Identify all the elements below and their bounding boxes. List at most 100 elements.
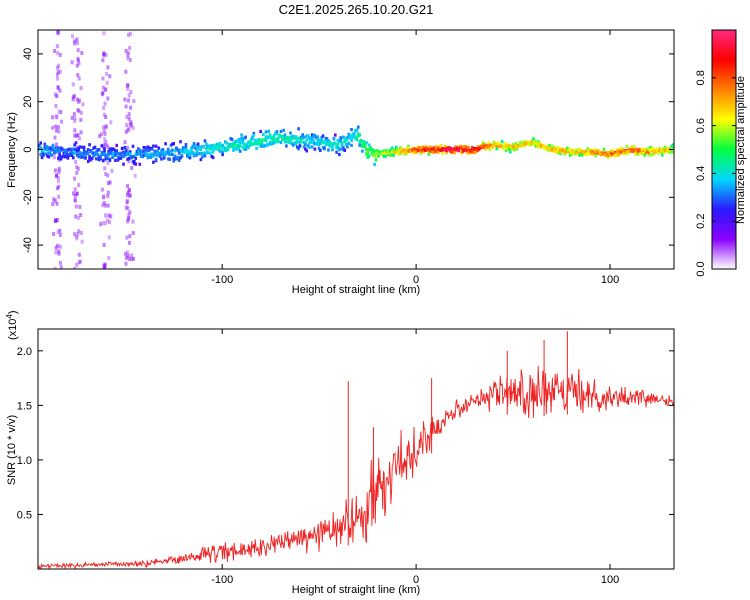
- spectrogram-cell: [219, 148, 223, 153]
- spectrogram-cell: [276, 139, 280, 144]
- spectrogram-cell: [42, 148, 45, 152]
- spectrogram-cell: [172, 142, 176, 146]
- noise-blob: [76, 58, 80, 63]
- spectrogram-cell: [88, 143, 91, 147]
- spectrogram-cell: [287, 136, 291, 141]
- spectrogram-cell: [232, 145, 235, 149]
- noise-blob: [73, 116, 77, 121]
- spectrogram-cell: [414, 147, 417, 151]
- spectrogram-cell: [564, 151, 568, 155]
- noise-blob: [57, 30, 61, 34]
- noise-blob: [131, 126, 135, 131]
- spectrogram-cell: [310, 137, 314, 142]
- spectrogram-cell: [399, 151, 402, 156]
- spectrogram-cell: [469, 150, 473, 155]
- noise-blob: [57, 194, 61, 199]
- spectrogram-cell: [271, 138, 275, 143]
- spectrogram-cell: [481, 141, 485, 145]
- spectrogram-cell: [164, 150, 167, 154]
- noise-blob: [53, 198, 57, 203]
- spectrogram-cell: [245, 142, 249, 146]
- spectrogram-panel: -100 0 100 -40 -20 0 20 40 Height of straight l…: [6, 29, 675, 296]
- spectrogram-cell: [332, 142, 336, 146]
- spectrogram-cell: [442, 147, 446, 151]
- spectrogram-cell: [601, 152, 604, 156]
- spectrogram-cell: [219, 144, 223, 149]
- spectrogram-cell: [150, 154, 154, 158]
- spectrogram-cell: [523, 142, 527, 146]
- spectrogram-cell: [243, 142, 246, 146]
- spectrogram-cell: [179, 156, 182, 160]
- spectrogram-cell: [407, 145, 410, 150]
- noise-blob: [54, 245, 58, 250]
- spectrogram-cell: [177, 151, 181, 155]
- spectrogram-cell: [257, 138, 261, 142]
- spectrogram-cell: [195, 153, 199, 157]
- spectrogram-cell: [533, 140, 537, 144]
- spectrogram-cell: [191, 144, 195, 148]
- spectrogram-cell: [310, 145, 314, 149]
- noise-blob: [104, 87, 108, 92]
- spectrogram-cell: [476, 144, 480, 149]
- spectrogram-cell: [423, 148, 427, 152]
- spectrogram-cell: [416, 145, 420, 149]
- spectrogram-cell: [650, 152, 653, 157]
- spectrogram-cell: [365, 147, 368, 152]
- spectrogram-cell: [340, 143, 344, 147]
- noise-blob: [128, 31, 132, 36]
- spectrogram-cell: [101, 159, 105, 163]
- spectrogram-cell: [419, 149, 423, 153]
- spectrogram-cell: [568, 148, 572, 152]
- spectrogram-cell: [488, 147, 492, 151]
- spectrogram-cell: [149, 146, 152, 150]
- noise-blob: [125, 199, 129, 204]
- spectrogram-cell: [492, 140, 496, 144]
- spectrogram-cell: [109, 151, 113, 155]
- noise-blob: [127, 32, 131, 37]
- noise-blob: [55, 142, 59, 147]
- spectrogram-cell: [369, 146, 372, 150]
- noise-blob: [104, 115, 108, 120]
- spectrogram-cell: [164, 152, 167, 156]
- spectrogram-cell: [119, 156, 123, 160]
- spectrogram-cell: [306, 144, 310, 148]
- spectrogram-cell: [305, 149, 309, 153]
- noise-blob: [125, 255, 129, 260]
- spectrogram-cell: [447, 148, 451, 152]
- spectrogram-cell: [545, 145, 549, 149]
- spectrogram-cell: [515, 147, 519, 151]
- spectrogram-cell: [150, 147, 154, 151]
- spectrogram-cell: [642, 151, 645, 156]
- spectrogram-cell: [218, 149, 222, 153]
- spectrogram-cell: [395, 145, 398, 149]
- noise-blob: [129, 105, 133, 110]
- noise-blob: [101, 58, 105, 63]
- noise-blob: [55, 128, 59, 133]
- snr-x-tick-label: 100: [601, 574, 619, 586]
- spectrogram-cell: [594, 150, 598, 154]
- spectrogram-cell: [267, 135, 271, 139]
- spectrogram-cell: [521, 141, 524, 145]
- spectrogram-cell: [343, 139, 347, 144]
- spectrogram-cell: [409, 150, 413, 154]
- spectrogram-cell: [597, 149, 600, 153]
- spectrogram-cell: [537, 144, 541, 148]
- spectrogram-cell: [648, 147, 652, 152]
- spectrogram-cell: [165, 151, 169, 155]
- spectrogram-cell: [405, 146, 409, 150]
- noise-blob: [103, 101, 107, 106]
- spectrogram-cell: [134, 156, 138, 160]
- spectrogram-cell: [336, 146, 340, 150]
- spectrogram-cell: [466, 151, 470, 155]
- spectrogram-cell: [186, 149, 189, 153]
- spectrogram-x-label: Height of straight line (km): [292, 284, 420, 296]
- spectrogram-cell: [141, 153, 144, 158]
- noise-blob: [126, 190, 130, 195]
- spectrogram-cell: [420, 147, 424, 151]
- spectrogram-cell: [640, 150, 644, 154]
- spectrogram-cell: [389, 153, 393, 157]
- spectrogram-cell: [605, 153, 609, 157]
- spectrogram-cell: [552, 145, 556, 149]
- spectrogram-cell: [295, 145, 299, 149]
- spectrogram-cell: [267, 129, 271, 133]
